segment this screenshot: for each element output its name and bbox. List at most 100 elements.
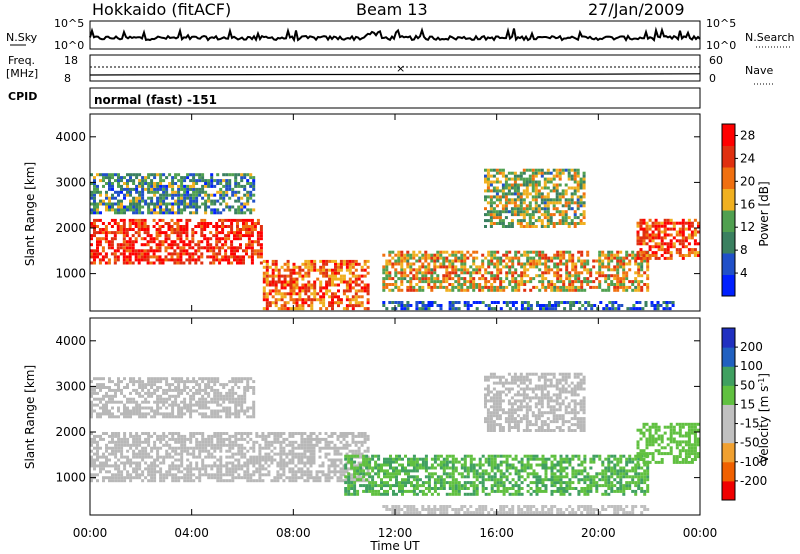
- scatter-cell: [582, 210, 586, 214]
- scatter-cell: [501, 219, 505, 223]
- scatter-cell: [177, 179, 181, 183]
- scatter-cell: [96, 225, 99, 228]
- scatter-cell: [192, 446, 196, 450]
- scatter-cell: [582, 216, 586, 220]
- scatter-cell: [531, 216, 535, 220]
- scatter-cell: [374, 463, 378, 467]
- scatter-cell: [301, 268, 305, 272]
- scatter-cell: [353, 492, 357, 496]
- scatter-cell: [198, 412, 202, 416]
- scatter-cell: [313, 289, 317, 293]
- scatter-cell: [141, 205, 145, 209]
- scatter-cell: [409, 304, 413, 307]
- scatter-cell: [436, 250, 440, 254]
- scatter-cell: [138, 196, 142, 200]
- scatter-cell: [392, 489, 395, 493]
- scatter-cell: [687, 251, 691, 255]
- scatter-cell: [610, 268, 614, 272]
- scatter-cell: [489, 216, 493, 220]
- scatter-cell: [354, 452, 358, 456]
- scatter-cell: [258, 434, 262, 438]
- scatter-cell: [125, 234, 129, 238]
- scatter-cell: [601, 274, 605, 278]
- scatter-cell: [520, 301, 524, 304]
- scatter-cell: [168, 202, 172, 206]
- scatter-cell: [475, 268, 479, 272]
- scatter-cell: [493, 262, 497, 266]
- scatter-cell: [433, 484, 437, 488]
- scatter-cell: [177, 386, 181, 389]
- scatter-cell: [288, 461, 292, 465]
- scatter-cell: [523, 301, 527, 304]
- scatter-cell: [466, 271, 470, 275]
- scatter-cell: [687, 233, 691, 237]
- scatter-cell: [543, 225, 547, 228]
- scatter-cell: [93, 179, 96, 183]
- scatter-cell: [93, 249, 96, 253]
- scatter-cell: [93, 464, 96, 468]
- scatter-cell: [363, 437, 367, 441]
- scatter-cell: [327, 458, 331, 462]
- scatter-cell: [267, 470, 271, 474]
- scatter-cell: [660, 236, 664, 240]
- scatter-cell: [147, 455, 151, 459]
- scatter-cell: [183, 473, 187, 477]
- scatter-cell: [555, 189, 559, 193]
- scatter-cell: [188, 243, 192, 247]
- scatter-cell: [339, 280, 343, 284]
- scatter-cell: [648, 227, 652, 231]
- scatter-cell: [165, 196, 169, 200]
- scatter-cell: [90, 222, 93, 225]
- scatter-cell: [439, 250, 443, 254]
- scatter-cell: [194, 249, 198, 253]
- scatter-cell: [307, 280, 311, 284]
- scatter-cell: [201, 176, 205, 180]
- scatter-cell: [141, 455, 145, 459]
- scatter-cell: [99, 397, 102, 401]
- scatter-cell: [114, 443, 118, 447]
- scatter-cell: [454, 285, 458, 289]
- scatter-cell: [495, 189, 499, 193]
- scatter-cell: [678, 254, 682, 257]
- scatter-cell: [478, 265, 482, 269]
- scatter-cell: [675, 221, 679, 225]
- scatter-cell: [195, 388, 199, 392]
- scatter-cell: [231, 173, 235, 177]
- scatter-cell: [134, 237, 138, 241]
- scatter-cell: [398, 472, 401, 476]
- scatter-cell: [246, 406, 250, 410]
- scatter-cell: [318, 440, 322, 444]
- scatter-cell: [155, 255, 159, 259]
- scatter-cell: [328, 280, 332, 284]
- scatter-cell: [185, 225, 189, 228]
- scatter-cell: [123, 211, 126, 215]
- scatter-cell: [394, 285, 398, 289]
- scatter-cell: [111, 193, 114, 197]
- scatter-cell: [501, 186, 505, 190]
- scatter-cell: [322, 286, 326, 290]
- scatter-cell: [555, 198, 559, 202]
- scatter-cell: [150, 377, 154, 381]
- scatter-cell: [400, 283, 404, 286]
- scatter-cell: [528, 204, 532, 208]
- scatter-cell: [243, 461, 247, 465]
- scatter-cell: [337, 298, 340, 302]
- scatter-cell: [592, 265, 596, 269]
- scatter-cell: [593, 304, 597, 307]
- scatter-cell: [550, 283, 554, 286]
- scatter-cell: [286, 280, 290, 284]
- scatter-cell: [243, 455, 247, 459]
- scatter-cell: [218, 225, 222, 228]
- scatter-cell: [140, 228, 144, 231]
- scatter-cell: [507, 222, 511, 225]
- scatter-cell: [153, 391, 157, 395]
- scatter-cell: [207, 415, 211, 419]
- scatter-cell: [433, 265, 437, 269]
- scatter-cell: [348, 259, 352, 263]
- scatter-cell: [484, 271, 488, 275]
- scatter-cell: [201, 397, 205, 401]
- scatter-cell: [180, 377, 184, 381]
- scatter-cell: [180, 458, 184, 462]
- scatter-cell: [325, 283, 329, 287]
- scatter-cell: [123, 476, 127, 480]
